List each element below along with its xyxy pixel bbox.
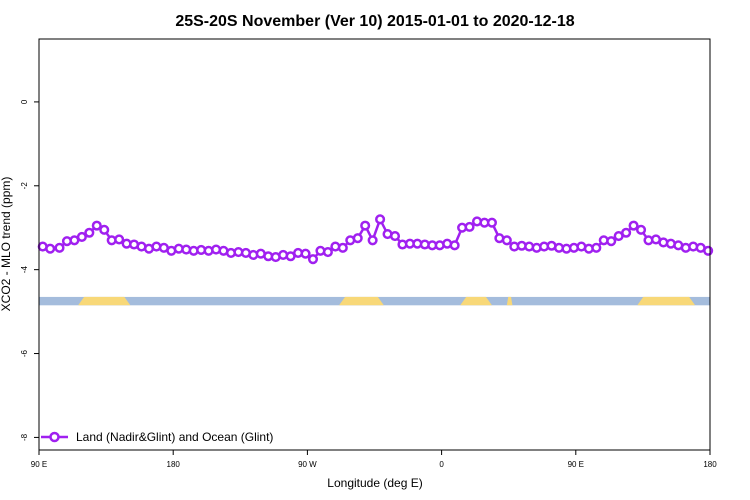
data-point xyxy=(360,220,371,231)
x-axis-label: Longitude (deg E) xyxy=(327,476,422,490)
data-point xyxy=(367,235,378,246)
data-point xyxy=(501,235,512,246)
data-point xyxy=(449,240,460,251)
surface-bar xyxy=(39,296,710,306)
chart-title: 25S-20S November (Ver 10) 2015-01-01 to … xyxy=(175,13,574,30)
data-point xyxy=(45,243,56,254)
x-axis: 90 E 180 90 W 0 90 E 180 xyxy=(31,450,717,469)
y-tick-label: -4 xyxy=(20,266,29,274)
y-tick-label: -2 xyxy=(20,182,29,190)
data-point xyxy=(606,236,617,247)
y-axis: 0 -2 -4 -6 -8 xyxy=(20,99,39,441)
y-tick-label: -6 xyxy=(20,349,29,357)
data-point xyxy=(621,227,632,238)
data-point xyxy=(99,224,110,235)
data-point xyxy=(84,227,95,238)
data-point xyxy=(300,248,311,259)
legend: Land (Nadir&Glint) and Ocean (Glint) xyxy=(41,430,273,444)
data-point xyxy=(352,233,363,244)
data-point xyxy=(322,246,333,258)
data-point xyxy=(635,224,647,235)
data-point xyxy=(76,231,87,243)
x-tick-label: 180 xyxy=(167,460,181,469)
data-point xyxy=(307,254,319,265)
data-point xyxy=(703,245,714,256)
x-tick-label: 180 xyxy=(703,460,717,469)
x-tick-label: 90 W xyxy=(298,460,317,469)
x-tick-label: 90 E xyxy=(31,460,47,469)
data-point xyxy=(628,220,639,231)
land-segment xyxy=(78,296,131,306)
x-tick-label: 0 xyxy=(439,460,444,469)
x-tick-label: 90 E xyxy=(568,460,584,469)
land-segment xyxy=(637,296,696,306)
data-point xyxy=(337,242,348,253)
plot-frame xyxy=(38,38,711,451)
y-axis-label: XCO2 - MLO trend (ppm) xyxy=(0,177,13,312)
legend-entry-label: Land (Nadir&Glint) and Ocean (Glint) xyxy=(76,430,273,444)
data-point xyxy=(486,217,497,228)
y-tick-label: 0 xyxy=(20,99,29,104)
data-point xyxy=(591,242,602,253)
legend-marker-swatch xyxy=(49,431,60,443)
series-layer xyxy=(37,214,714,265)
y-tick-label: -8 xyxy=(20,433,29,441)
land-segment xyxy=(339,296,384,306)
data-point xyxy=(54,242,65,253)
land-segment xyxy=(460,296,492,306)
data-point xyxy=(375,214,386,225)
land-segment xyxy=(506,296,513,306)
data-point xyxy=(91,220,102,231)
data-point xyxy=(389,231,401,242)
data-point xyxy=(114,234,125,245)
data-point xyxy=(464,221,475,232)
